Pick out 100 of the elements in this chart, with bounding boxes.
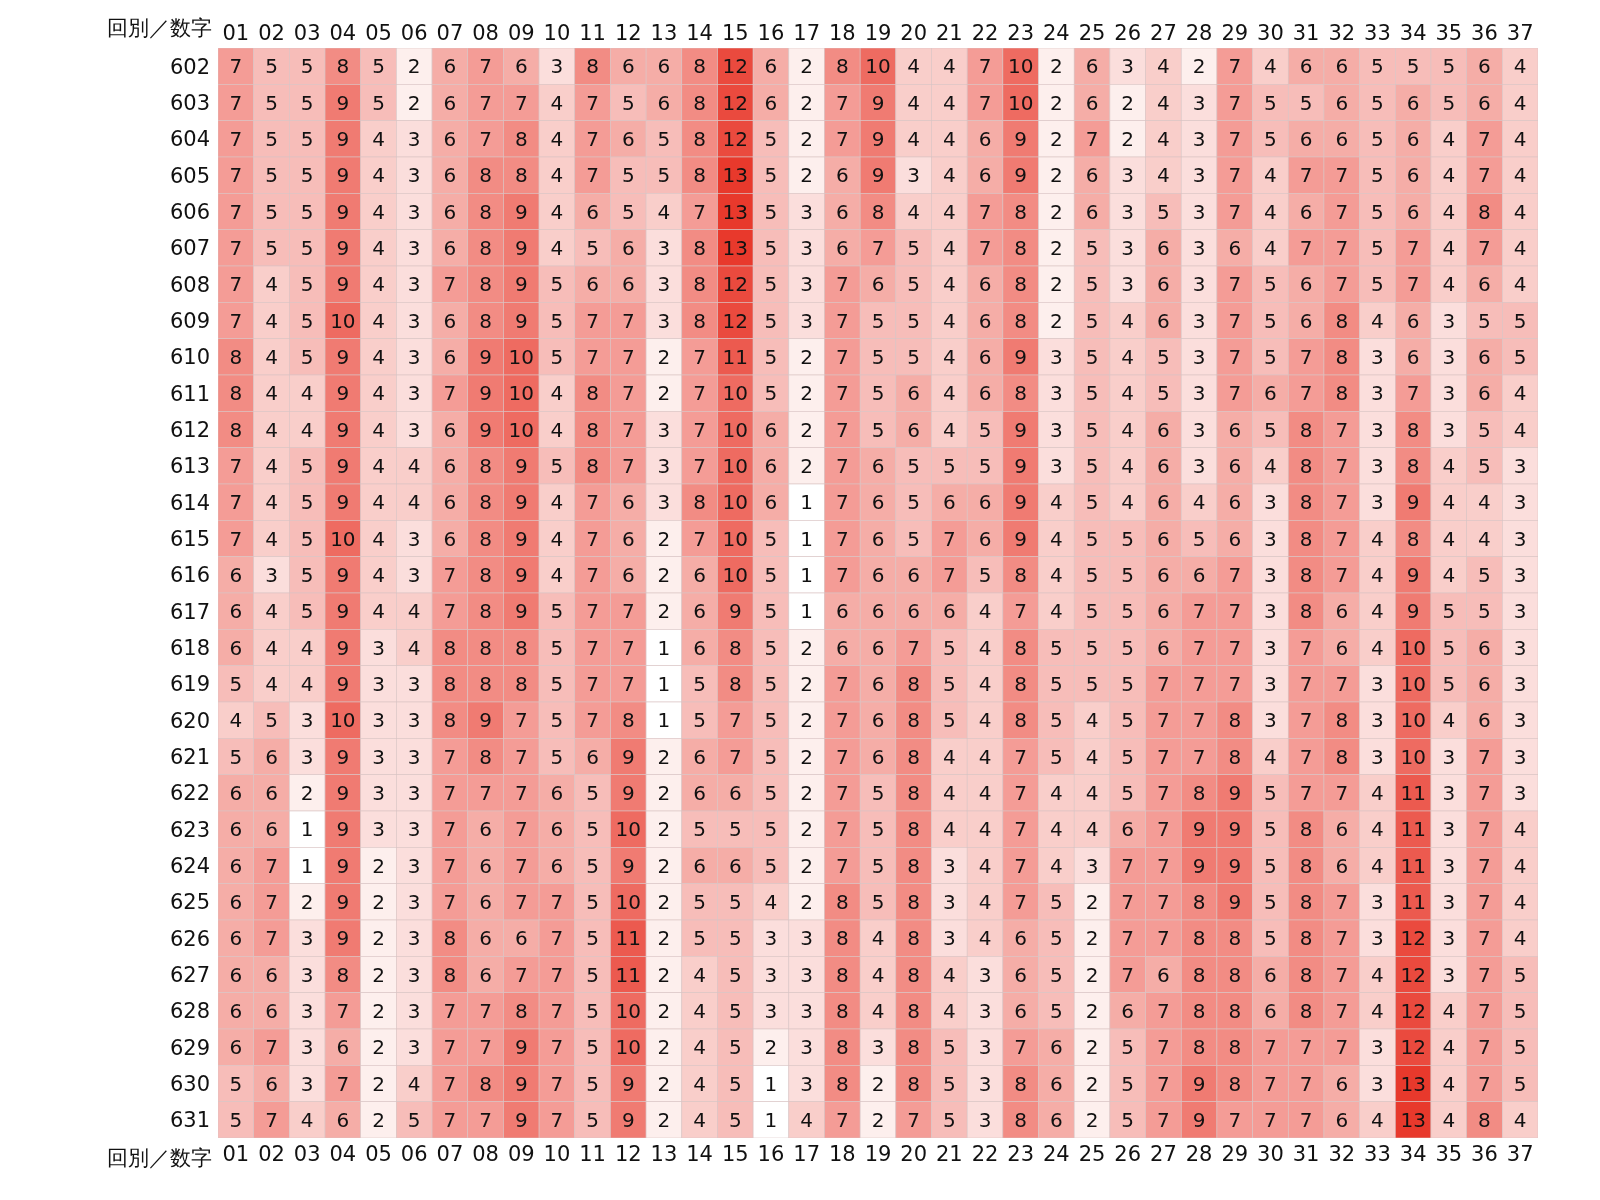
data-label: 8 <box>907 926 921 951</box>
data-label: 5 <box>1085 235 1099 260</box>
data-label: 7 <box>229 272 243 297</box>
category-label: 33 <box>1364 21 1391 45</box>
data-label: 5 <box>764 126 778 151</box>
data-label: 11 <box>722 344 749 369</box>
data-label: 5 <box>1121 562 1135 587</box>
data-label: 7 <box>621 635 635 660</box>
data-label: 7 <box>550 1107 564 1132</box>
data-label: 7 <box>586 562 599 587</box>
data-label: 9 <box>336 817 350 842</box>
data-label: 8 <box>479 235 492 260</box>
x-tick-label: 31 <box>1292 1141 1320 1166</box>
data-label: 4 <box>942 272 956 297</box>
data-label: 6 <box>265 780 278 805</box>
y-tick-label: 602 <box>169 54 210 79</box>
data-label: 4 <box>550 126 564 151</box>
data-label: 6 <box>229 1035 243 1060</box>
data-label: 3 <box>1513 599 1527 624</box>
data-label: 4 <box>942 417 956 442</box>
data-label: 4 <box>1442 453 1456 478</box>
data-label: 8 <box>514 671 528 696</box>
data-label: 7 <box>621 453 635 478</box>
data-label: 7 <box>229 490 243 515</box>
category-label: 30 <box>1257 21 1284 45</box>
data-label: 4 <box>372 526 385 551</box>
data-label: 2 <box>1085 889 1099 914</box>
data-label: 2 <box>657 381 671 406</box>
data-label: 4 <box>1513 54 1527 79</box>
data-label: 2 <box>657 780 671 805</box>
data-label: 4 <box>978 926 992 951</box>
data-label: 8 <box>1299 526 1313 551</box>
data-label: 8 <box>693 308 706 333</box>
data-label: 2 <box>1050 126 1063 151</box>
data-label: 7 <box>1228 90 1242 115</box>
data-label: 5 <box>942 635 956 660</box>
data-label: 5 <box>1264 853 1277 878</box>
data-label: 5 <box>1513 344 1527 369</box>
data-label: 10 <box>722 526 749 551</box>
data-label: 7 <box>550 1071 564 1096</box>
data-label: 6 <box>1085 90 1099 115</box>
data-label: 5 <box>764 199 778 224</box>
data-label: 5 <box>764 635 778 660</box>
data-label: 3 <box>657 417 671 442</box>
data-label: 4 <box>1442 272 1456 297</box>
data-label: 9 <box>871 163 885 188</box>
data-label: 6 <box>1406 163 1420 188</box>
data-label: 7 <box>1478 853 1491 878</box>
data-label: 8 <box>1335 708 1349 733</box>
data-label: 5 <box>907 272 921 297</box>
x-tick-label: 05 <box>365 1141 392 1166</box>
data-label: 7 <box>942 562 956 587</box>
category-label: 22 <box>971 21 999 45</box>
data-label: 2 <box>657 1035 671 1060</box>
data-label: 6 <box>1264 962 1277 987</box>
x-tick-label: 35 <box>1435 1141 1463 1166</box>
data-label: 5 <box>1085 562 1099 587</box>
data-label: 7 <box>336 998 350 1023</box>
data-label: 3 <box>657 235 671 260</box>
data-label: 5 <box>1121 635 1135 660</box>
data-label: 5 <box>1050 671 1063 696</box>
data-label: 10 <box>508 417 534 442</box>
data-label: 1 <box>300 817 314 842</box>
data-label: 6 <box>550 817 564 842</box>
data-label: 12 <box>1400 1035 1426 1060</box>
data-label: 3 <box>942 926 956 951</box>
data-label: 4 <box>978 599 992 624</box>
data-label: 7 <box>835 272 849 297</box>
data-label: 9 <box>514 562 528 587</box>
data-label: 8 <box>1192 780 1206 805</box>
data-label: 4 <box>907 54 921 79</box>
data-label: 7 <box>1157 817 1170 842</box>
data-label: 4 <box>942 817 956 842</box>
data-label: 7 <box>443 817 457 842</box>
data-label: 9 <box>1192 1107 1206 1132</box>
data-label: 5 <box>1478 453 1491 478</box>
data-label: 8 <box>835 1071 849 1096</box>
data-label: 10 <box>615 1035 641 1060</box>
data-label: 3 <box>407 163 421 188</box>
data-label: 8 <box>1478 1107 1491 1132</box>
data-label: 2 <box>372 889 385 914</box>
data-label: 3 <box>372 744 385 769</box>
x-tick-label: 19 <box>864 1141 892 1166</box>
data-label: 6 <box>1264 998 1277 1023</box>
data-label: 4 <box>1513 926 1527 951</box>
data-label: 2 <box>657 853 671 878</box>
data-label: 12 <box>1400 998 1426 1023</box>
data-label: 3 <box>407 417 421 442</box>
data-label: 6 <box>1478 671 1491 696</box>
data-label: 7 <box>1192 599 1206 624</box>
data-label: 5 <box>764 163 778 188</box>
data-label: 4 <box>942 235 956 260</box>
data-label: 9 <box>336 90 350 115</box>
category-label: 24 <box>1043 21 1070 45</box>
data-label: 5 <box>907 526 921 551</box>
data-label: 3 <box>1442 889 1456 914</box>
data-label: 7 <box>1478 817 1491 842</box>
data-label: 3 <box>300 926 314 951</box>
data-label: 6 <box>1299 199 1313 224</box>
data-label: 5 <box>871 817 885 842</box>
